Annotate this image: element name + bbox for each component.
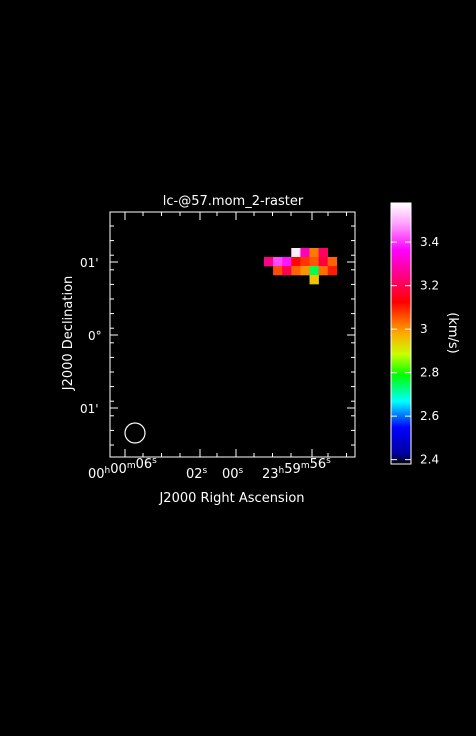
heatmap-pixel — [291, 257, 301, 267]
y-axis-label: J2000 Declination — [61, 276, 76, 392]
heatmap-pixel — [318, 257, 328, 267]
heatmap-pixels — [264, 248, 338, 285]
colorbar-tick-label: 2.8 — [420, 366, 439, 380]
heatmap-pixel — [300, 257, 310, 267]
heatmap-pixel — [273, 257, 283, 267]
colorbar-ticks: 2.4 2.6 2.8 3 3.2 3.4 — [391, 235, 439, 467]
heatmap-pixel — [282, 257, 292, 267]
colorbar-tick-label: 3 — [420, 322, 428, 336]
heatmap-pixel — [309, 275, 319, 285]
heatmap-pixel — [300, 248, 310, 258]
colorbar-tick-label: 3.2 — [420, 279, 439, 293]
heatmap-pixel — [273, 266, 283, 276]
x-tick-label: 00s — [222, 466, 244, 482]
heatmap-pixel — [291, 266, 301, 276]
x-tick-labels: 00h00m06s 02s 00s 23h59m56s — [88, 456, 331, 482]
heatmap-pixel — [309, 266, 319, 276]
heatmap-pixel — [282, 266, 292, 276]
heatmap-pixel — [318, 248, 328, 258]
x-axis-label: J2000 Right Ascension — [158, 491, 304, 506]
colorbar-label: (km/s) — [445, 312, 460, 354]
heatmap-pixel — [309, 248, 319, 258]
frame-ticks — [110, 212, 355, 457]
y-tick-label: 01' — [80, 256, 99, 270]
x-tick-label: 02s — [186, 466, 208, 482]
heatmap-pixel — [327, 257, 338, 267]
colorbar — [390, 202, 412, 465]
heatmap-pixel — [327, 266, 338, 276]
beam-ellipse — [124, 422, 146, 444]
heatmap-pixel — [318, 266, 328, 276]
x-tick-label: 23h59m56s — [262, 456, 331, 482]
x-tick-label: 00h00m06s — [88, 456, 157, 482]
heatmap-pixel — [300, 266, 310, 276]
heatmap-pixel — [309, 257, 319, 267]
y-tick-label: 01' — [80, 402, 99, 416]
colorbar-tick-label: 3.4 — [420, 235, 439, 249]
chart-title: lc-@57.mom_2-raster — [163, 194, 304, 209]
colorbar-tick-label: 2.4 — [420, 453, 439, 467]
y-tick-label: 0° — [88, 329, 102, 343]
colorbar-tick-label: 2.6 — [420, 409, 439, 423]
heatmap-pixel — [264, 257, 274, 267]
heatmap-pixel — [291, 248, 301, 258]
